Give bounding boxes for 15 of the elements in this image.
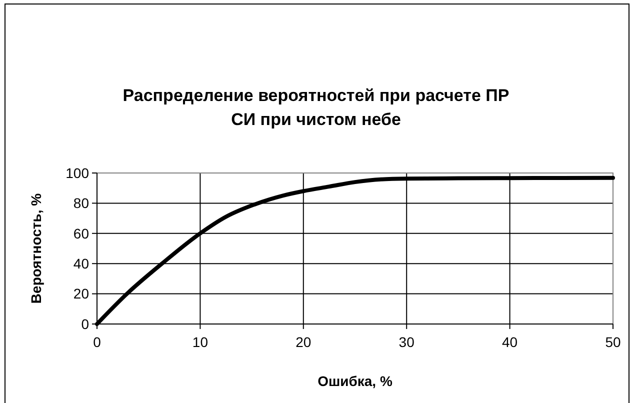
chart-title: Распределение вероятностей при расчете ПР СИ при чистом небе: [122, 86, 510, 129]
x-tick-label: 30: [398, 334, 415, 350]
y-tick-label: 0: [81, 316, 90, 332]
y-tick-label: 80: [73, 195, 90, 212]
x-tick-label: 20: [296, 334, 312, 350]
x-tick-label: 40: [502, 334, 518, 350]
y-tick-label: 100: [66, 164, 90, 181]
y-axis-title: Вероятность, %: [28, 192, 44, 304]
x-tick-label: 10: [192, 334, 208, 350]
x-axis-title: Ошибка, %: [318, 373, 393, 389]
y-tick-label: 60: [73, 225, 90, 242]
x-tick-label: 50: [605, 334, 621, 350]
y-tick-label: 20: [73, 286, 90, 302]
y-tick-label: 40: [73, 256, 90, 272]
x-tick-label: 0: [93, 334, 102, 350]
